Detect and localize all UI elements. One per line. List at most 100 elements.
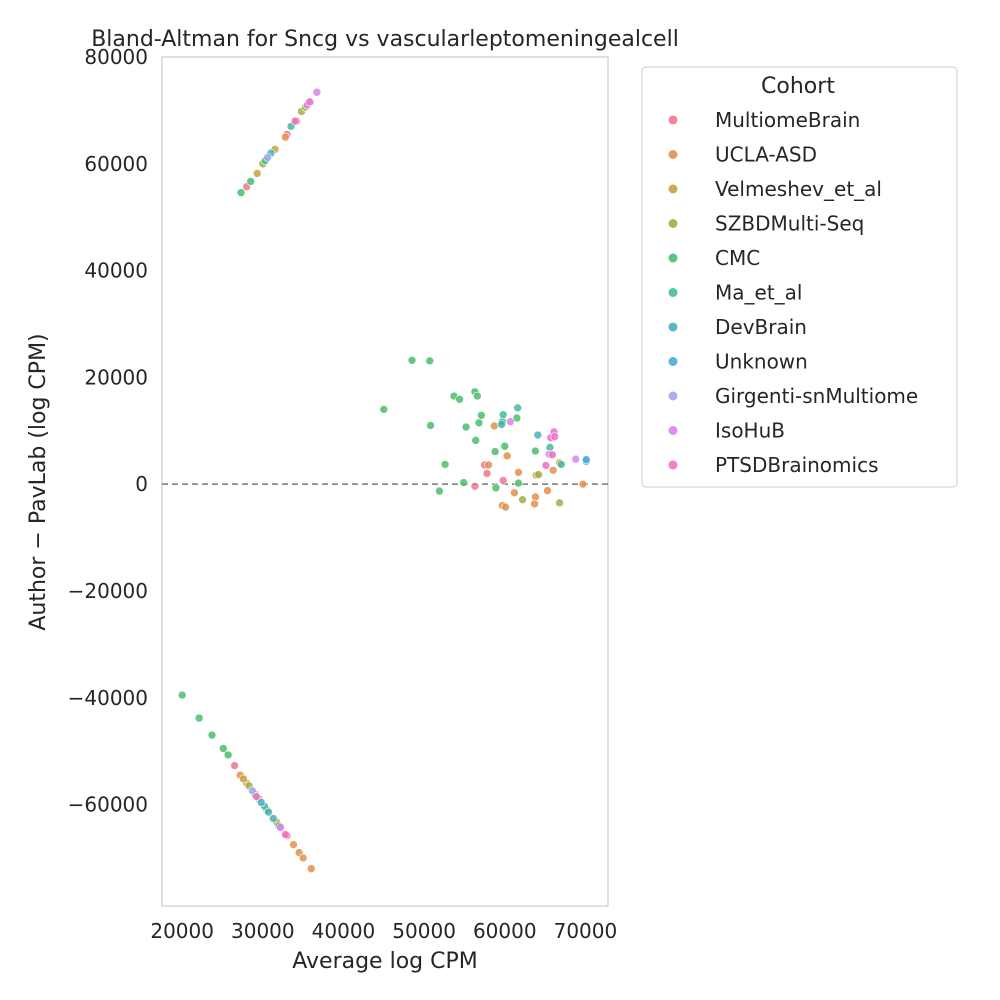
data-point [518, 495, 527, 504]
data-point [290, 116, 300, 126]
data-point [435, 486, 444, 496]
data-point [306, 864, 316, 873]
data-point [218, 744, 228, 753]
data-point [502, 451, 512, 461]
y-tick-label: −20000 [68, 579, 148, 603]
data-point [461, 422, 471, 432]
data-point [531, 446, 540, 456]
data-point [276, 823, 285, 832]
data-point [491, 483, 501, 493]
x-tick-label: 60000 [473, 919, 537, 943]
data-point [498, 476, 508, 485]
legend-label: DevBrain [715, 315, 807, 339]
data-point [490, 447, 500, 456]
data-point [541, 461, 551, 470]
data-point [506, 417, 515, 426]
plot-area-frame [161, 56, 609, 907]
data-point [177, 690, 187, 700]
data-point [252, 792, 261, 801]
data-point [474, 418, 484, 428]
y-tick-label: 0 [135, 472, 148, 496]
data-point [407, 355, 417, 365]
y-tick-label: 60000 [84, 152, 148, 176]
data-point [489, 421, 499, 431]
data-point [268, 814, 278, 823]
data-point [510, 488, 519, 498]
data-point [482, 469, 492, 478]
y-tick-label: 40000 [84, 259, 148, 283]
data-point [548, 465, 558, 475]
data-point [264, 807, 273, 817]
legend-label: PTSDBrainomics [715, 453, 879, 477]
legend-marker [668, 150, 678, 159]
data-point [513, 403, 522, 413]
data-point [530, 499, 539, 509]
legend-marker [668, 184, 678, 194]
legend-label: Girgenti-snMultiome [715, 384, 918, 408]
legend-marker [668, 391, 678, 401]
data-point [425, 356, 435, 366]
legend-marker [668, 115, 678, 125]
data-point [426, 421, 435, 430]
legend-marker [668, 426, 678, 435]
data-point [281, 132, 290, 142]
legend-label: MultiomeBrain [715, 108, 860, 132]
data-point [581, 455, 591, 464]
data-point [223, 750, 233, 760]
legend: Cohort MultiomeBrain UCLA-ASD Velmeshev_et… [641, 66, 958, 488]
data-point [289, 840, 298, 849]
x-tick-label: 70000 [554, 919, 618, 943]
data-point [512, 413, 522, 423]
legend-marker [668, 322, 678, 332]
data-point [281, 830, 290, 839]
data-point [239, 774, 248, 784]
data-point [498, 410, 508, 420]
data-point [473, 391, 482, 401]
data-point [230, 761, 239, 770]
data-point [248, 786, 257, 795]
legend-box [641, 66, 958, 488]
data-point [550, 432, 560, 441]
data-point [571, 454, 581, 464]
data-point [471, 436, 481, 445]
data-point [514, 478, 523, 488]
x-tick-label: 30000 [231, 919, 295, 943]
data-point [252, 169, 262, 178]
legend-label: UCLA-ASD [715, 143, 817, 167]
data-point [501, 502, 510, 512]
data-point [497, 420, 506, 429]
legend-label: Unknown [715, 350, 808, 374]
data-point [379, 405, 389, 414]
data-point [263, 153, 272, 162]
data-point [455, 394, 464, 404]
legend-label: IsoHuB [715, 419, 785, 443]
legend-label: SZBDMulti-Seq [715, 212, 864, 236]
data-point [440, 460, 450, 469]
y-axis-label: Author − PavLab (log CPM) [26, 333, 51, 630]
data-point [533, 430, 543, 440]
data-point [500, 441, 510, 451]
y-tick-label: 80000 [84, 45, 148, 69]
data-point [298, 853, 308, 863]
data-point [246, 177, 256, 186]
data-point [459, 478, 468, 487]
x-tick-label: 20000 [150, 919, 214, 943]
legend-items: MultiomeBrain UCLA-ASD Velmeshev_et_al SZBD… [668, 108, 918, 477]
legend-label: CMC [715, 246, 760, 270]
y-tick-label: −60000 [68, 793, 148, 817]
data-point [312, 87, 322, 97]
data-point [236, 188, 246, 197]
legend-marker [668, 219, 678, 228]
y-tick-label: 20000 [84, 365, 148, 389]
data-point [556, 460, 566, 469]
data-point [548, 450, 557, 460]
y-axis-ticks: 80000 60000 40000 20000 0 −20000 −40000 −60000 [68, 45, 148, 817]
data-point [555, 498, 564, 508]
legend-label: Ma_et_al [715, 281, 802, 305]
data-point [534, 470, 543, 479]
chart-title: Bland-Altman for Sncg vs vascularleptome… [91, 27, 679, 52]
data-point [470, 482, 480, 491]
scatter-points [177, 87, 591, 873]
data-point [484, 460, 493, 470]
